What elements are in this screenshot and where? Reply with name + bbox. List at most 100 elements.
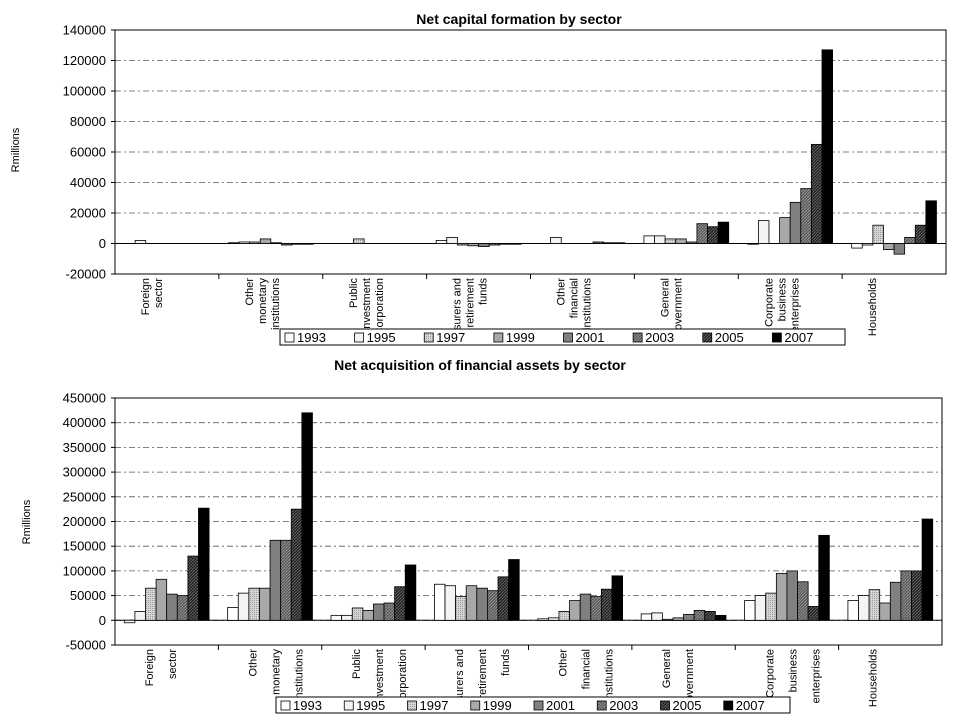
y-tick-label: 60000 [70,145,106,160]
bar-2001 [786,570,798,621]
category-label: Insurers and [452,278,464,339]
bar-1993 [537,618,549,621]
bar-1993 [228,242,240,244]
bar-2007 [508,559,520,621]
y-tick-label: 120000 [63,53,106,68]
bar-2007 [404,564,417,621]
legend-label: 1999 [483,698,512,713]
bar-1997 [249,241,261,244]
legend-label: 2003 [645,330,674,345]
bar-1999 [775,572,788,621]
legend-box [279,328,846,346]
legend-swatch [771,332,782,343]
y-tick-label: 200000 [63,514,106,529]
chart-2-category-labels: Foreign sector Other monetary institutions Pu… [144,645,880,710]
bar-2007 [818,534,830,621]
bar-1993 [227,607,239,621]
legend-label: 1995 [356,698,385,713]
category-label: Investment [374,649,386,703]
bar-2007 [613,242,626,244]
bar-1993 [330,614,343,621]
chart-1-ylabel: Rmillions [10,127,22,172]
legend-swatch [407,700,417,711]
legend-swatch [723,700,734,711]
bar-2005 [497,576,510,621]
category-label: sector [153,278,165,308]
chart-1-bars [134,49,937,255]
chart-2: Net acquisition of financial assets by s… [21,357,943,714]
chart-2-title: Net acquisition of financial assets by s… [334,357,626,373]
y-tick-label: 0 [99,613,106,628]
y-tick-label: 350000 [63,440,106,455]
category-label: retirement [465,278,477,328]
legend-label: 1999 [506,330,535,345]
category-label: institutions [582,278,594,330]
bar-1995 [547,617,560,621]
bar-2005 [911,570,923,621]
bar-1995 [446,236,458,244]
category-label: institutions [270,278,282,330]
bar-1993 [435,240,448,244]
legend-swatch [470,700,481,711]
bar-1997 [765,592,777,621]
bar-2005 [394,586,406,621]
bar-2001 [270,242,282,244]
y-tick-label: 100000 [63,84,106,99]
bar-2005 [914,224,927,244]
category-label: business [776,278,788,322]
bar-1999 [259,587,271,621]
chart-1-category-labels: Foreign sector Other monetary institutions Pu… [140,274,879,339]
legend-label: 2007 [784,330,813,345]
bar-2001 [476,587,488,621]
bar-2003 [592,241,605,244]
y-tick-label: 100000 [63,563,106,578]
category-label: General [661,649,673,688]
category-label: monetary [257,278,269,324]
bar-1995 [754,595,767,621]
chart-2-bars [123,412,934,624]
category-label: Public [351,649,363,679]
legend-swatch [280,700,291,711]
bar-1995 [861,243,874,246]
bar-1995 [134,240,147,244]
chart-2-ylabel: Rmillions [21,499,33,544]
bar-2003 [590,596,602,621]
legend-swatch [563,332,573,343]
bar-2003 [281,243,293,246]
chart-2-y-ticks: -50000 0 50000 100000 150000 200000 250000 3000… [63,391,115,653]
bar-1999 [467,243,479,247]
legend-swatch [702,332,713,343]
bar-1993 [434,583,446,621]
y-tick-label: -50000 [66,638,106,653]
legend-swatch [660,700,670,711]
bar-2005 [810,143,823,244]
category-label: Corporate [764,649,776,698]
bar-2001 [579,593,592,621]
legend-label: 1993 [297,330,326,345]
y-tick-label: 20000 [70,206,106,221]
category-label: enterprises [810,649,822,704]
legend-label: 1997 [420,698,449,713]
legend-label: 2007 [736,698,765,713]
bar-1999 [362,610,374,621]
category-label: retirement [477,649,489,699]
category-label: government [672,278,684,336]
bar-2005 [499,243,511,245]
bar-2007 [301,412,313,621]
chart-1: Net capital formation by sector Rmillion… [10,11,947,346]
bar-2001 [889,581,902,621]
bar-1999 [883,243,895,250]
bar-1997 [872,224,884,244]
bar-1995 [237,592,250,621]
bar-1997 [456,243,469,246]
bar-2007 [509,243,522,245]
chart-2-legend: 1993 1995 1997 1999 2001 2003 2005 2007 [275,696,791,714]
bar-2007 [302,243,314,245]
legend-swatch [343,700,354,711]
bar-1995 [651,612,663,621]
y-tick-label: 150000 [63,539,106,554]
category-label: Insurers and [454,649,466,710]
category-label: sector [167,649,179,679]
bar-1997 [145,587,157,621]
bar-1999 [569,600,581,621]
